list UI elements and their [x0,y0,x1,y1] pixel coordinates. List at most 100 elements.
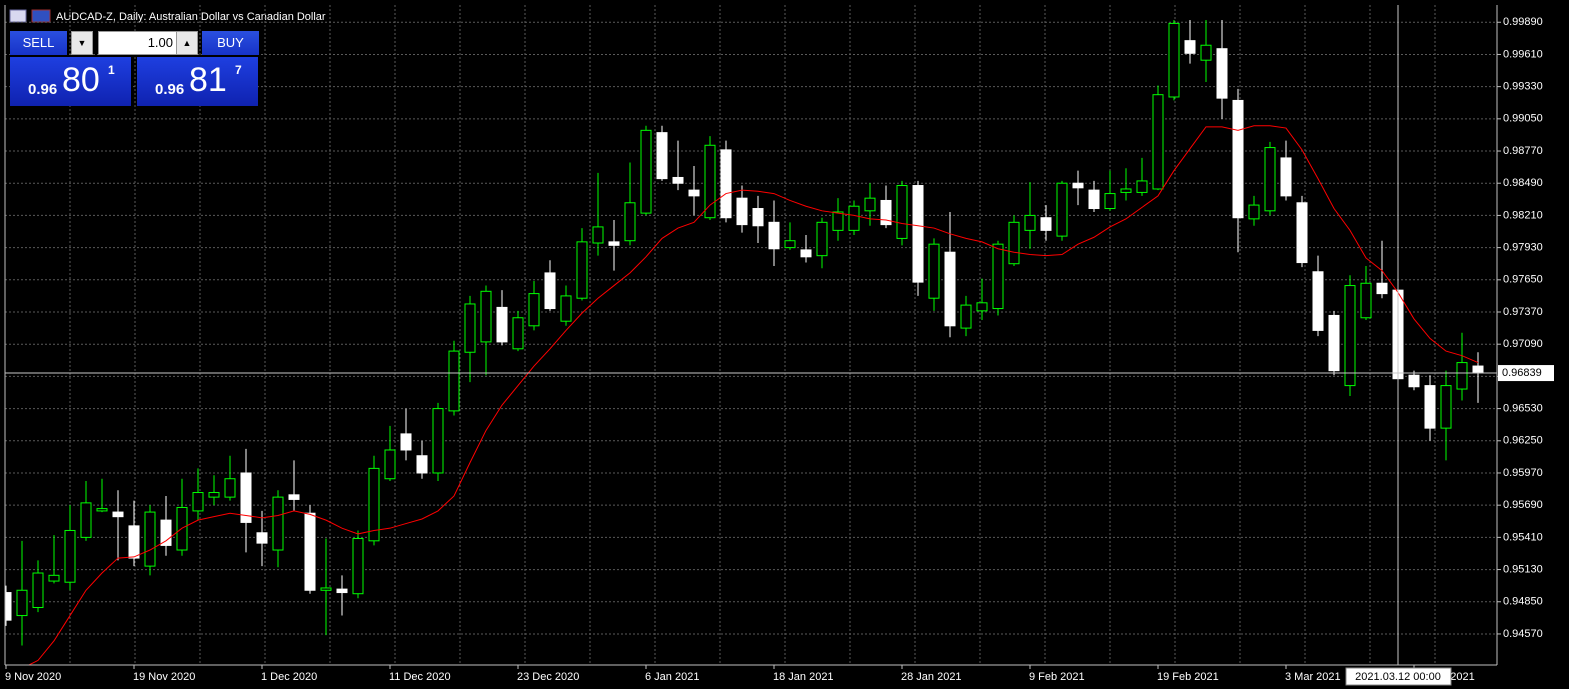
candle-body [1088,189,1100,210]
candle-body [928,243,940,299]
y-tick-label: 0.98490 [1503,177,1543,189]
candle-body [832,211,844,231]
candle-body [1168,22,1180,98]
y-tick-label: 0.98770 [1503,145,1543,157]
x-tick-label: 11 Dec 2020 [389,671,451,683]
y-tick-label: 0.99890 [1503,16,1543,28]
candle-body [992,243,1004,310]
candle-body [368,467,380,542]
current-price-box [1498,365,1554,382]
candle-body [1104,193,1116,210]
candle-body [48,574,60,582]
current-price-label: 0.96839 [1502,367,1542,379]
candle-body [336,588,348,594]
y-tick-label: 0.98210 [1503,209,1543,221]
chart-title: AUDCAD-Z, Daily: Australian Dollar vs Ca… [56,11,326,23]
candle-body [608,241,620,246]
candle-body [432,408,444,474]
y-tick-label: 0.99610 [1503,48,1543,60]
candle-body [1360,282,1372,319]
candle-body [64,529,76,583]
candle-body [976,302,988,312]
x-tick-label: 18 Jan 2021 [773,671,834,683]
x-tick-label: 28 Jan 2021 [901,671,962,683]
candle-body [208,492,220,498]
x-tick-label: 9 Feb 2021 [1029,671,1085,683]
lot-down[interactable]: ▼ [71,31,93,55]
candle-body [1216,48,1228,99]
sell-button[interactable]: SELL [10,31,67,55]
candle-body [800,249,812,258]
lot-input[interactable]: 1.00 [98,31,178,55]
candle-body [400,433,412,451]
x-tick-label: 1 Dec 2020 [261,671,317,683]
candle-body [5,592,12,621]
candle-body [496,306,508,343]
candle-body [1424,385,1436,429]
candle-body [912,185,924,283]
y-tick-label: 0.96250 [1503,435,1543,447]
candle-body [304,512,316,591]
candle-body [576,241,588,299]
bid-point: 1 [108,63,115,77]
candle-body [1328,314,1340,372]
y-tick-label: 0.99050 [1503,113,1543,125]
candle-body [1184,40,1196,54]
candle-body [464,303,476,353]
candle-body [512,317,524,350]
candle-body [16,589,28,617]
candle-body [1040,217,1052,231]
candle-body [1008,221,1020,265]
candle-body [1072,182,1084,189]
candle-body [32,572,44,609]
candle-body [848,205,860,231]
candle-body [128,525,140,559]
x-tick-label: 23 Dec 2020 [517,671,579,683]
y-tick-label: 0.97650 [1503,274,1543,286]
candle-body [640,129,652,214]
candle-body [1056,182,1068,237]
y-tick-label: 0.97930 [1503,242,1543,254]
candle-body [96,508,108,512]
candle-body [272,496,284,551]
candle-body [1200,44,1212,61]
candle-body [320,587,332,591]
symbol-icon [31,9,51,23]
candle-body [448,350,460,412]
candle-body [480,290,492,343]
candle-body [112,511,124,518]
candle-body [960,304,972,329]
candle-body [816,221,828,257]
candle-body [704,144,716,219]
candle-body [240,472,252,523]
candle-body [256,532,268,544]
bid-quote[interactable]: 0.96 80 1 [10,57,131,106]
x-tick-label: 9 Nov 2020 [5,671,61,683]
candle-body [1472,365,1484,374]
candle-body [688,189,700,197]
buy-button[interactable]: BUY [202,31,259,55]
candle-body [768,221,780,250]
candle-body [752,208,764,227]
candle-body [592,226,604,244]
candle-body [1024,214,1036,231]
candle-body [1248,204,1260,220]
candle-body [1408,374,1420,388]
ask-prefix: 0.96 [155,81,185,98]
candle-body [1280,157,1292,197]
candle-body [1312,271,1324,331]
lot-up[interactable]: ▲ [176,31,198,55]
ask-quote[interactable]: 0.96 81 7 [137,57,258,106]
y-tick-label: 0.97370 [1503,306,1543,318]
candle-body [672,176,684,184]
candle-body [1344,285,1356,387]
candle-body [1376,282,1388,295]
candle-body [736,197,748,226]
x-tick-label: 3 Mar 2021 [1285,671,1341,683]
candle-body [160,519,172,546]
y-tick-label: 0.97090 [1503,338,1543,350]
ask-pips: 81 [189,61,227,99]
y-tick-label: 0.99330 [1503,81,1543,93]
ask-point: 7 [235,63,242,77]
